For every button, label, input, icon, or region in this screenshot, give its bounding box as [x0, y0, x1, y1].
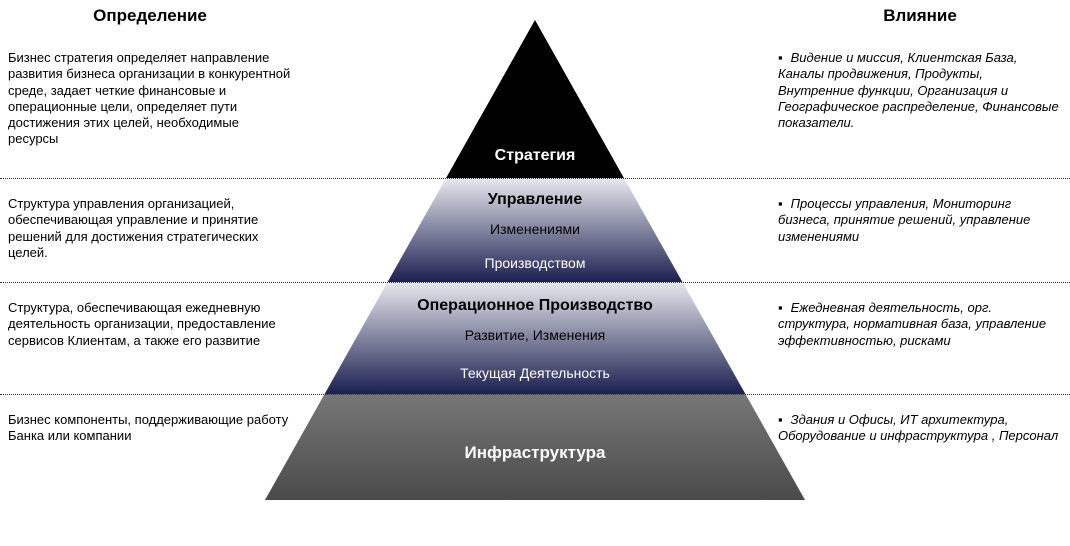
separator-2 [0, 282, 1070, 283]
definitions-header: Определение [8, 0, 292, 28]
separator-1 [0, 178, 1070, 179]
pyramid-sub-operations-2: Текущая Деятельность [460, 365, 610, 381]
impact-management: Процессы управления, Мониторинг бизнеса,… [778, 196, 1062, 245]
pyramid-column: Стратегия Управление Изменениями Произво… [300, 0, 770, 546]
impact-infrastructure-item: Здания и Офисы, ИТ архитектура, Оборудов… [778, 412, 1062, 445]
definition-management: Структура управления организацией, обесп… [8, 196, 292, 261]
definition-operations: Структура, обеспечивающая ежедневную дея… [8, 300, 292, 349]
impact-infrastructure: Здания и Офисы, ИТ архитектура, Оборудов… [778, 412, 1062, 445]
impacts-column: Влияние Видение и миссия, Клиентская Баз… [770, 0, 1070, 546]
definition-infrastructure: Бизнес компоненты, поддерживающие работу… [8, 412, 292, 445]
impact-strategy: Видение и миссия, Клиентская База, Канал… [778, 50, 1062, 131]
pyramid-label-infrastructure: Инфраструктура [465, 443, 606, 462]
definitions-column: Определение Бизнес стратегия определяет … [0, 0, 300, 546]
diagram-root: Определение Бизнес стратегия определяет … [0, 0, 1070, 546]
impacts-header: Влияние [778, 0, 1062, 28]
impact-operations: Ежедневная деятельность, орг. структура,… [778, 300, 1062, 349]
impact-strategy-item: Видение и миссия, Клиентская База, Канал… [778, 50, 1062, 131]
pyramid-label-strategy: Стратегия [495, 147, 576, 164]
pyramid-svg: Стратегия Управление Изменениями Произво… [260, 20, 810, 540]
pyramid-sub-management-2: Производством [485, 255, 586, 271]
impact-management-item: Процессы управления, Мониторинг бизнеса,… [778, 196, 1062, 245]
pyramid-sub-management-1: Изменениями [490, 221, 580, 237]
impact-operations-item: Ежедневная деятельность, орг. структура,… [778, 300, 1062, 349]
separator-3 [0, 394, 1070, 395]
definition-strategy: Бизнес стратегия определяет направление … [8, 50, 292, 148]
pyramid-label-management: Управление [488, 191, 583, 208]
pyramid-label-operations: Операционное Производство [417, 297, 653, 314]
pyramid-sub-operations-1: Развитие, Изменения [465, 327, 606, 343]
